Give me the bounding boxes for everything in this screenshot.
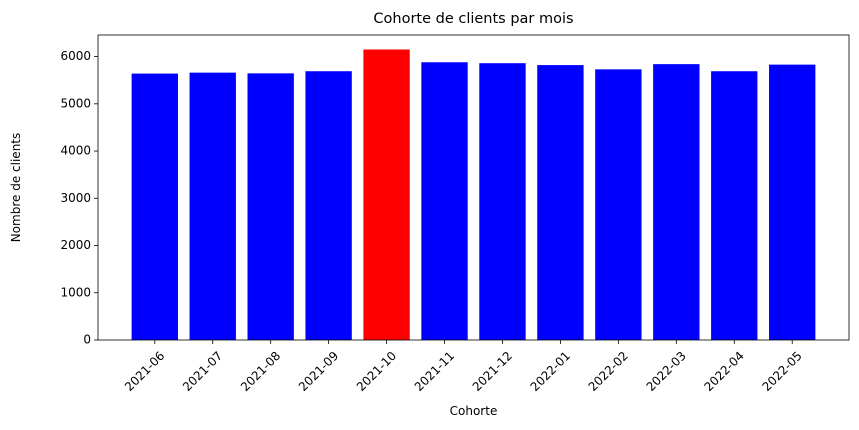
x-ticks: 2021-06 2021-07 2021-08 2021-09 2021-10 2021-… — [122, 340, 805, 394]
y-ticks: 0 1000 2000 3000 4000 5000 6000 — [60, 49, 98, 347]
bars-layer — [131, 49, 816, 341]
y-tick-label: 2000 — [60, 238, 91, 252]
y-tick-label: 6000 — [60, 49, 91, 63]
plot-frame — [97, 34, 850, 341]
bar-2021-08 — [247, 73, 294, 340]
chart-title: Cohorte de clients par mois — [373, 11, 573, 27]
y-tick-label: 5000 — [60, 96, 91, 110]
x-tick-label: 2021-11 — [412, 349, 457, 394]
x-tick-label: 2021-09 — [296, 349, 341, 394]
x-tick-label: 2021-06 — [122, 349, 167, 394]
x-tick-label: 2021-12 — [470, 349, 515, 394]
x-tick-label: 2022-01 — [528, 349, 573, 394]
x-tick-label: 2021-07 — [180, 349, 225, 394]
bar-2022-02 — [595, 69, 642, 341]
y-tick-label: 4000 — [60, 144, 91, 158]
x-tick-label: 2021-10 — [354, 349, 399, 394]
bar-2022-05 — [769, 64, 816, 340]
x-tick-label: 2022-03 — [644, 349, 689, 394]
bar-2022-01 — [537, 65, 584, 340]
bar-2021-11 — [421, 62, 468, 341]
y-axis-label: Nombre de clients — [9, 133, 23, 243]
y-tick-label: 1000 — [60, 285, 91, 299]
bar-2022-03 — [653, 64, 700, 340]
bar-2022-04 — [711, 71, 758, 340]
x-tick-label: 2022-05 — [759, 349, 804, 394]
x-axis-label: Cohorte — [450, 404, 498, 418]
x-tick-label: 2021-08 — [238, 349, 283, 394]
x-tick-label: 2022-04 — [702, 349, 747, 394]
bar-2021-10 — [363, 49, 410, 341]
bar-2021-06 — [131, 73, 178, 340]
bar-2021-12 — [479, 63, 526, 341]
bar-2021-07 — [189, 72, 236, 341]
x-tick-label: 2022-02 — [586, 349, 631, 394]
y-tick-label: 0 — [83, 333, 91, 347]
y-tick-label: 3000 — [60, 191, 91, 205]
bar-2021-09 — [305, 71, 352, 340]
